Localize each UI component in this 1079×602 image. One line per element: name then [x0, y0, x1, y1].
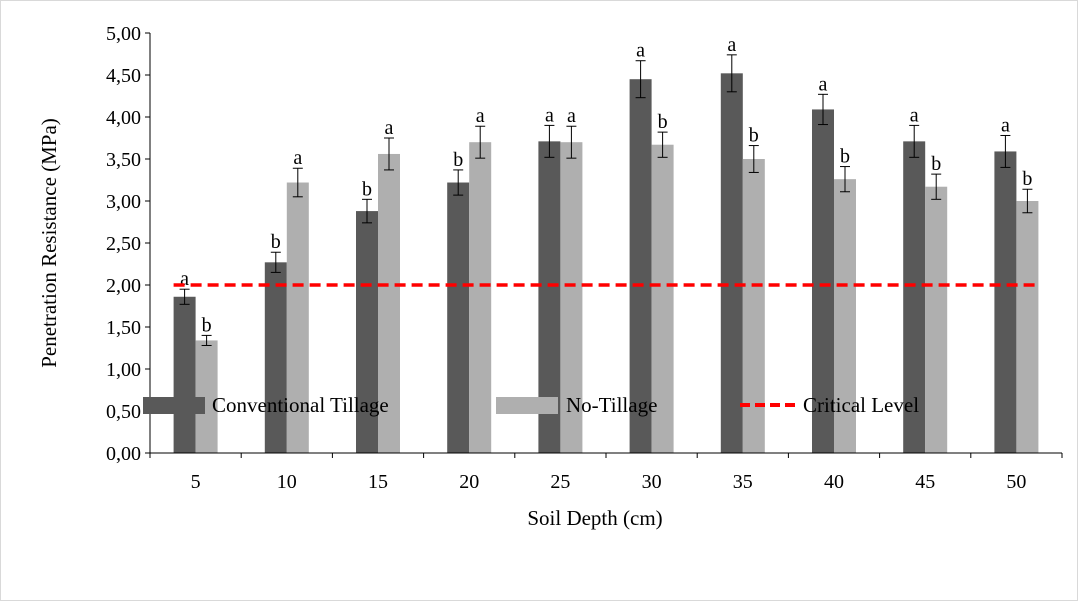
- legend: Conventional Tillage No-Tillage Critical…: [143, 393, 919, 417]
- significance-letter-15: a: [385, 117, 394, 139]
- significance-letter-25: a: [567, 105, 576, 127]
- bar-conventional-20: [447, 182, 470, 453]
- bar-conventional-15: [356, 211, 378, 453]
- bar-conventional-40: [812, 109, 834, 453]
- x-tick-label: 10: [277, 471, 297, 493]
- bar-no-tillage-40: [834, 179, 856, 453]
- significance-letter-20: a: [476, 105, 485, 127]
- y-tick-label: 0,00: [106, 443, 141, 465]
- significance-letter-35: a: [727, 34, 736, 56]
- significance-letter-10: b: [271, 231, 281, 253]
- y-axis-title: Penetration Resistance (MPa): [37, 118, 61, 368]
- significance-letter-15: b: [362, 178, 372, 200]
- legend-label-conventional-tillage: Conventional Tillage: [212, 393, 389, 417]
- y-tick-label: 5,00: [106, 23, 141, 45]
- legend-label-no-tillage: No-Tillage: [566, 393, 657, 417]
- significance-letter-50: a: [1001, 114, 1010, 136]
- y-tick-label: 0,50: [106, 401, 141, 423]
- x-tick-label: 25: [550, 471, 570, 493]
- x-tick-label: 45: [915, 471, 935, 493]
- bar-no-tillage-25: [560, 142, 583, 453]
- y-tick-label: 2,50: [106, 233, 141, 255]
- bar-conventional-30: [629, 79, 652, 453]
- y-tick-label: 3,00: [106, 191, 141, 213]
- x-tick-label: 5: [191, 471, 201, 493]
- bar-conventional-5: [173, 296, 196, 453]
- y-tick-label: 4,00: [106, 107, 141, 129]
- bar-no-tillage-20: [469, 142, 492, 453]
- y-tick-label: 1,50: [106, 317, 141, 339]
- x-tick-label: 15: [368, 471, 388, 493]
- bars-layer: [173, 73, 1039, 454]
- x-tick-label: 40: [824, 471, 844, 493]
- significance-letter-5: a: [180, 268, 189, 290]
- significance-letter-40: a: [819, 73, 828, 95]
- x-tick-label: 30: [642, 471, 662, 493]
- x-axis-title: Soil Depth (cm): [527, 506, 662, 530]
- significance-letter-45: a: [910, 104, 919, 126]
- bar-no-tillage-5: [195, 340, 218, 453]
- bar-conventional-10: [264, 262, 287, 453]
- significance-letter-30: a: [636, 40, 645, 62]
- x-tick-label: 35: [733, 471, 753, 493]
- significance-letter-10: a: [293, 147, 302, 169]
- bar-no-tillage-35: [742, 159, 765, 453]
- x-tick-label: 50: [1006, 471, 1026, 493]
- bar-no-tillage-15: [378, 153, 400, 453]
- significance-letter-35: b: [749, 125, 759, 147]
- significance-letter-50: b: [1022, 168, 1032, 190]
- bar-no-tillage-45: [925, 186, 948, 453]
- bar-no-tillage-50: [1016, 201, 1039, 453]
- significance-letter-45: b: [931, 153, 941, 175]
- bar-conventional-45: [903, 141, 926, 454]
- legend-swatch-no-tillage: [496, 397, 558, 414]
- bar-no-tillage-10: [286, 182, 309, 453]
- axes-layer: 0,00 0,50 1,00 1,50 2,00 2,50 3,00 3,50 4,00 4,50…: [106, 23, 1063, 493]
- legend-swatch-conventional-tillage: [143, 397, 205, 414]
- bar-conventional-35: [720, 73, 743, 453]
- bar-no-tillage-30: [651, 144, 674, 453]
- significance-letter-40: b: [840, 146, 850, 168]
- bar-conventional-25: [538, 141, 561, 454]
- significance-letter-20: b: [453, 149, 463, 171]
- error-bars-layer: [179, 54, 1033, 346]
- significance-letter-25: a: [545, 104, 554, 126]
- bar-conventional-50: [994, 151, 1017, 453]
- y-tick-label: 1,00: [106, 359, 141, 381]
- x-tick-label: 20: [459, 471, 479, 493]
- legend-label-critical-level: Critical Level: [803, 393, 919, 417]
- y-tick-label: 3,50: [106, 149, 141, 171]
- y-tick-label: 2,00: [106, 275, 141, 297]
- y-tick-label: 4,50: [106, 65, 141, 87]
- significance-letter-30: b: [658, 111, 668, 133]
- significance-letter-5: b: [202, 314, 212, 336]
